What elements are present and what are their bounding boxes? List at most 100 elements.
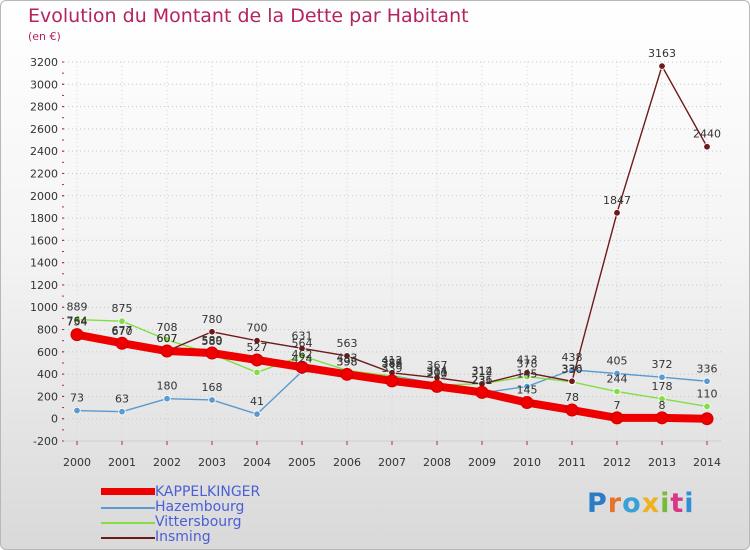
data-label: 670	[112, 325, 133, 338]
data-label: 677	[112, 324, 133, 337]
y-minor-tick	[62, 395, 64, 397]
data-point-kappelkinger	[160, 344, 174, 358]
y-tick-label: 2200	[30, 167, 58, 180]
y-minor-tick	[62, 106, 64, 108]
data-point-hazembourg	[613, 369, 621, 378]
data-label: 41	[250, 395, 264, 408]
data-label: 63	[115, 393, 129, 406]
y-minor-tick	[62, 128, 64, 130]
data-point-insming	[343, 352, 351, 360]
data-label: 405	[607, 355, 628, 368]
y-minor-tick	[62, 407, 64, 409]
y-minor-tick	[62, 284, 64, 286]
data-point-hazembourg	[703, 377, 711, 385]
y-minor-tick	[62, 184, 64, 186]
data-point-insming	[613, 209, 621, 217]
data-label: 73	[70, 392, 84, 405]
data-label: 564	[292, 337, 313, 350]
data-label: 290	[427, 367, 448, 380]
data-label: 1847	[603, 194, 631, 207]
series-layer	[70, 62, 714, 426]
y-tick-label: 3000	[30, 78, 58, 91]
data-point-kappelkinger	[250, 353, 264, 367]
legend-item-insming: Insming	[101, 529, 401, 546]
legend-label-hazembourg: Hazembourg	[155, 499, 245, 515]
data-point-vittersbourg	[658, 395, 666, 403]
data-label: 378	[517, 358, 538, 371]
y-tick-label: 1600	[30, 234, 58, 247]
data-point-insming	[658, 62, 666, 70]
data-label: 462	[292, 348, 313, 361]
data-point-hazembourg	[523, 382, 531, 391]
data-label: 700	[247, 322, 268, 335]
y-minor-tick	[62, 373, 64, 375]
y-minor-tick	[62, 306, 64, 308]
y-minor-tick	[62, 239, 64, 241]
data-label: 580	[202, 335, 223, 348]
y-tick-label: 1800	[30, 212, 58, 225]
data-point-insming	[703, 143, 711, 151]
logo-letter: r	[607, 488, 623, 519]
y-minor-tick	[62, 329, 64, 331]
y-tick-label: 2000	[30, 190, 58, 203]
y-minor-tick	[62, 206, 64, 208]
data-point-kappelkinger	[340, 367, 354, 381]
data-label: 413	[517, 354, 538, 367]
data-label: 2440	[693, 128, 721, 141]
legend: KAPPELKINGER Hazembourg Vittersbourg Ins…	[101, 484, 401, 546]
data-label: 367	[427, 359, 448, 372]
data-point-vittersbourg	[163, 336, 171, 344]
y-tick-label: 2600	[30, 123, 58, 136]
data-point-insming	[298, 344, 306, 353]
legend-label-kappelkinger: KAPPELKINGER	[155, 484, 261, 500]
data-label: 3163	[648, 47, 676, 60]
data-label: 339	[382, 362, 403, 375]
data-label: 383	[382, 357, 403, 370]
y-tick-label: 2400	[30, 145, 58, 158]
data-point-kappelkinger	[385, 374, 399, 388]
legend-label-insming: Insming	[155, 529, 211, 545]
y-minor-tick	[62, 117, 64, 119]
y-minor-tick	[62, 139, 64, 141]
y-minor-tick	[62, 161, 64, 163]
y-minor-tick	[62, 228, 64, 230]
data-label: 314	[472, 365, 493, 378]
data-point-insming	[253, 336, 261, 345]
y-minor-tick	[62, 295, 64, 297]
y-minor-tick	[62, 340, 64, 342]
y-minor-tick	[62, 251, 64, 252]
data-label: 178	[652, 380, 673, 393]
y-tick-label: 600	[37, 346, 58, 359]
data-label: 312	[472, 365, 493, 378]
data-point-hazembourg	[253, 410, 261, 418]
data-label: 168	[202, 381, 223, 394]
x-tick-label: 2013	[648, 456, 676, 469]
y-minor-tick	[62, 150, 64, 152]
data-point-kappelkinger	[115, 336, 129, 350]
data-label: 433	[337, 351, 358, 364]
data-point-kappelkinger	[295, 360, 309, 374]
y-tick-label: 2800	[30, 101, 58, 114]
data-point-hazembourg	[658, 373, 666, 381]
data-label: 314	[427, 365, 448, 378]
legend-swatch-hazembourg	[101, 507, 155, 509]
data-label: 607	[157, 332, 178, 345]
data-label: 780	[202, 313, 223, 326]
data-point-kappelkinger	[70, 328, 84, 342]
data-label: 330	[562, 363, 583, 376]
data-label: 336	[562, 362, 583, 375]
data-point-hazembourg	[73, 406, 81, 415]
data-label: 244	[607, 373, 628, 386]
data-label: 764	[67, 315, 88, 328]
x-tick-label: 2001	[108, 456, 136, 469]
x-tick-label: 2003	[198, 456, 226, 469]
data-label: 607	[157, 332, 178, 345]
data-label: 236	[472, 373, 493, 386]
data-label: 438	[562, 351, 583, 364]
y-tick-label: 1200	[30, 279, 58, 292]
data-point-vittersbourg	[118, 317, 126, 325]
y-minor-tick	[62, 384, 64, 386]
data-point-kappelkinger	[700, 412, 714, 426]
